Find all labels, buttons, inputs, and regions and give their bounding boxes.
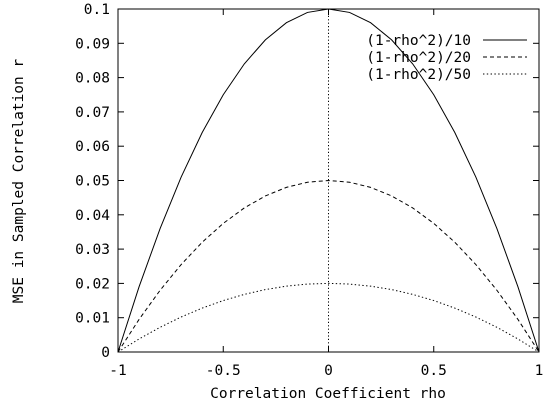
y-tick-label: 0.04 — [75, 208, 110, 224]
x-tick-label: -1 — [109, 363, 126, 379]
legend-label: (1-rho^2)/50 — [366, 67, 471, 83]
legend-label: (1-rho^2)/10 — [366, 33, 471, 49]
legend-label: (1-rho^2)/20 — [366, 50, 471, 66]
y-tick-label: 0.05 — [75, 174, 110, 190]
y-tick-label: 0.09 — [75, 36, 110, 52]
y-tick-label: 0.07 — [75, 105, 110, 121]
legend: (1-rho^2)/10(1-rho^2)/20(1-rho^2)/50 — [366, 33, 527, 83]
y-axis-label: MSE in Sampled Correlation r — [11, 59, 27, 304]
x-tick-label: -0.5 — [206, 363, 241, 379]
series-line-3 — [117, 282, 540, 353]
x-tick-label: 0 — [324, 363, 333, 379]
x-tick-label: 1 — [535, 363, 543, 379]
y-tick-label: 0.01 — [75, 311, 110, 327]
series-line-1 — [117, 8, 540, 353]
series-line-2 — [117, 179, 540, 353]
y-tick-label: 0.1 — [84, 2, 110, 18]
y-tick-label: 0 — [101, 345, 110, 361]
y-tick-label: 0.02 — [75, 276, 110, 292]
y-axis-ticks: 0 0.01 0.02 0.03 0.04 0.05 0.06 0.07 0.08 0.09 0.1 — [75, 2, 539, 361]
y-tick-label: 0.03 — [75, 242, 110, 258]
x-tick-label: 0.5 — [421, 363, 447, 379]
x-axis-ticks: -1 -0.5 0 0.5 1 — [109, 9, 543, 379]
x-axis-label: Correlation Coefficient rho — [210, 386, 446, 402]
y-tick-label: 0.06 — [75, 139, 110, 155]
series-group — [117, 8, 540, 353]
y-tick-label: 0.08 — [75, 71, 110, 87]
